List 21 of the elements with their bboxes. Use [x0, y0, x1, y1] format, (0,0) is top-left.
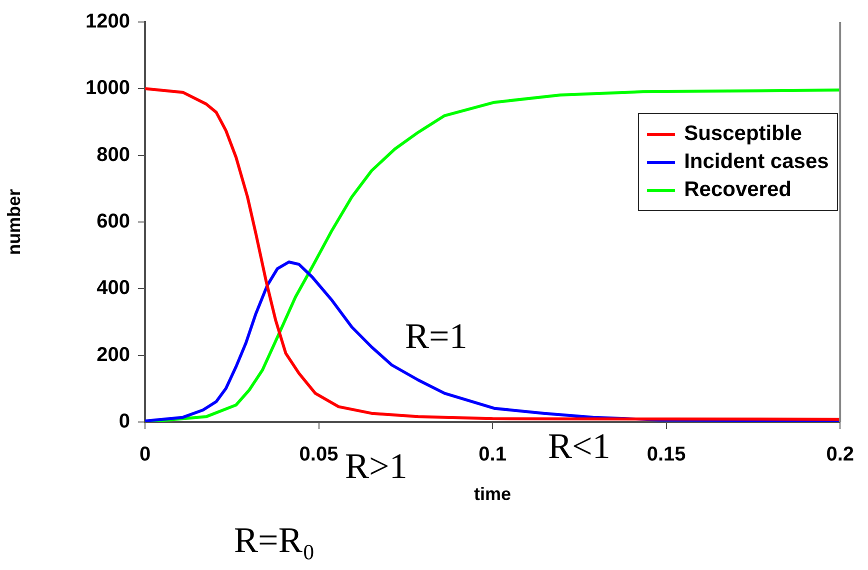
annotation: R=1 — [405, 316, 468, 356]
y-tick-label: 600 — [96, 210, 130, 233]
text: R>1 — [345, 446, 408, 486]
x-axis-title: time — [474, 484, 512, 504]
legend-label: Incident cases — [684, 150, 829, 174]
x-tick-label: 0 — [139, 444, 151, 466]
y-tick-label: 400 — [96, 277, 130, 300]
y-tick-label: 800 — [96, 144, 130, 166]
y-tick-label: 200 — [96, 344, 130, 366]
y-tick-label: 1200 — [86, 10, 130, 33]
y-axis-title: number — [4, 188, 24, 256]
y-tick-label: 1000 — [86, 77, 130, 100]
legend-label: Susceptible — [684, 122, 802, 146]
text: R=R₀ — [234, 520, 315, 560]
x-tick-label: 0.2 — [826, 444, 854, 466]
x-tick-label: 0.15 — [646, 444, 686, 466]
y-tick-label: 0 — [118, 410, 130, 433]
x-tick-label: 0.05 — [299, 444, 338, 466]
x-tick-label: 0.1 — [478, 444, 506, 466]
legend-label: Recovered — [684, 178, 792, 202]
text: R<1 — [548, 426, 610, 466]
